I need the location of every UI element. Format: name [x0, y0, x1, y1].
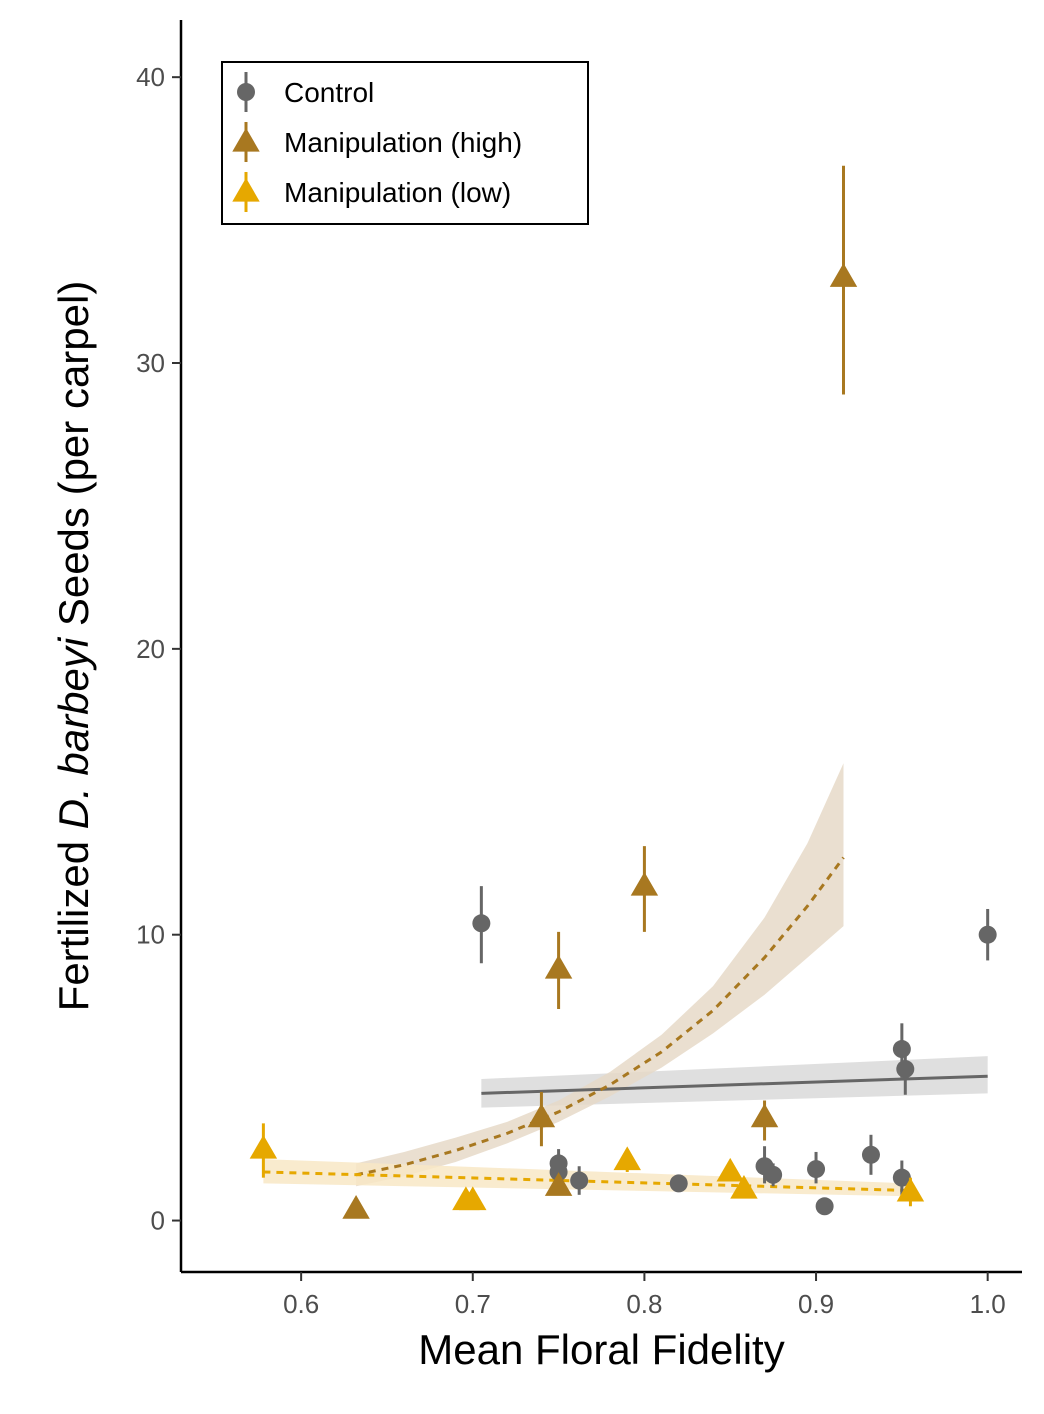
- data-points: [249, 165, 997, 1219]
- y-tick-label: 0: [151, 1206, 165, 1236]
- legend-key-marker: [232, 177, 260, 202]
- data-point: [527, 1103, 556, 1128]
- data-point: [249, 1134, 278, 1159]
- x-tick-label: 0.6: [283, 1289, 319, 1319]
- y-tick-label: 40: [136, 62, 165, 92]
- data-point: [716, 1157, 744, 1182]
- data-point: [669, 1174, 688, 1193]
- legend-label: Manipulation (high): [284, 127, 522, 158]
- y-axis-title-italic: D. barbeyi: [50, 636, 97, 829]
- data-point: [630, 871, 659, 896]
- fit-line: [355, 856, 845, 1177]
- confidence-bands: [263, 763, 988, 1197]
- data-point: [896, 1060, 915, 1079]
- legend-label: Control: [284, 77, 374, 108]
- legend-key-marker: [237, 83, 255, 101]
- y-tick-label: 30: [136, 348, 165, 378]
- x-tick-label: 0.9: [798, 1289, 834, 1319]
- axes: 0.6 0.7 0.8 0.9 1.0 0 10 20 30 40: [136, 20, 1022, 1319]
- data-point: [570, 1171, 589, 1190]
- legend: Control Manipulation (high) Manipulation (…: [221, 61, 589, 225]
- legend-key-marker: [232, 127, 260, 152]
- y-axis-title-prefix: Fertilized: [50, 829, 97, 1011]
- y-axis-ticks: 0 10 20 30 40: [136, 62, 181, 1236]
- legend-items: Control Manipulation (high) Manipulation (…: [232, 72, 522, 212]
- data-point: [730, 1174, 758, 1199]
- data-point: [978, 925, 997, 944]
- x-tick-label: 0.8: [626, 1289, 662, 1319]
- fit-lines: [263, 856, 988, 1193]
- data-point: [829, 263, 858, 287]
- data-point: [750, 1103, 779, 1128]
- legend-label: Manipulation (low): [284, 177, 511, 208]
- data-point: [807, 1160, 826, 1179]
- x-tick-label: 1.0: [970, 1289, 1006, 1319]
- legend-box: [221, 61, 589, 225]
- fit-line: [263, 1170, 911, 1193]
- data-point: [815, 1197, 834, 1216]
- data-point: [544, 954, 573, 979]
- x-tick-label: 0.7: [455, 1289, 491, 1319]
- y-axis-title-suffix: Seeds (per carpel): [50, 281, 97, 638]
- x-axis-title: Mean Floral Fidelity: [418, 1326, 784, 1373]
- data-point: [549, 1162, 568, 1181]
- data-point: [892, 1168, 911, 1187]
- y-tick-label: 10: [136, 920, 165, 950]
- fit-line: [481, 1074, 988, 1095]
- y-tick-label: 20: [136, 634, 165, 664]
- data-point: [892, 1040, 911, 1059]
- x-axis-ticks: 0.6 0.7 0.8 0.9 1.0: [283, 1272, 1006, 1319]
- data-point: [544, 1172, 573, 1196]
- data-point: [896, 1177, 925, 1202]
- y-axis-title: Fertilized D. barbeyi Seeds (per carpel): [50, 281, 97, 1012]
- data-point: [472, 914, 491, 933]
- data-point: [764, 1165, 783, 1184]
- data-point: [459, 1186, 487, 1211]
- data-point: [342, 1194, 370, 1219]
- data-point: [613, 1146, 641, 1171]
- data-point: [861, 1145, 880, 1164]
